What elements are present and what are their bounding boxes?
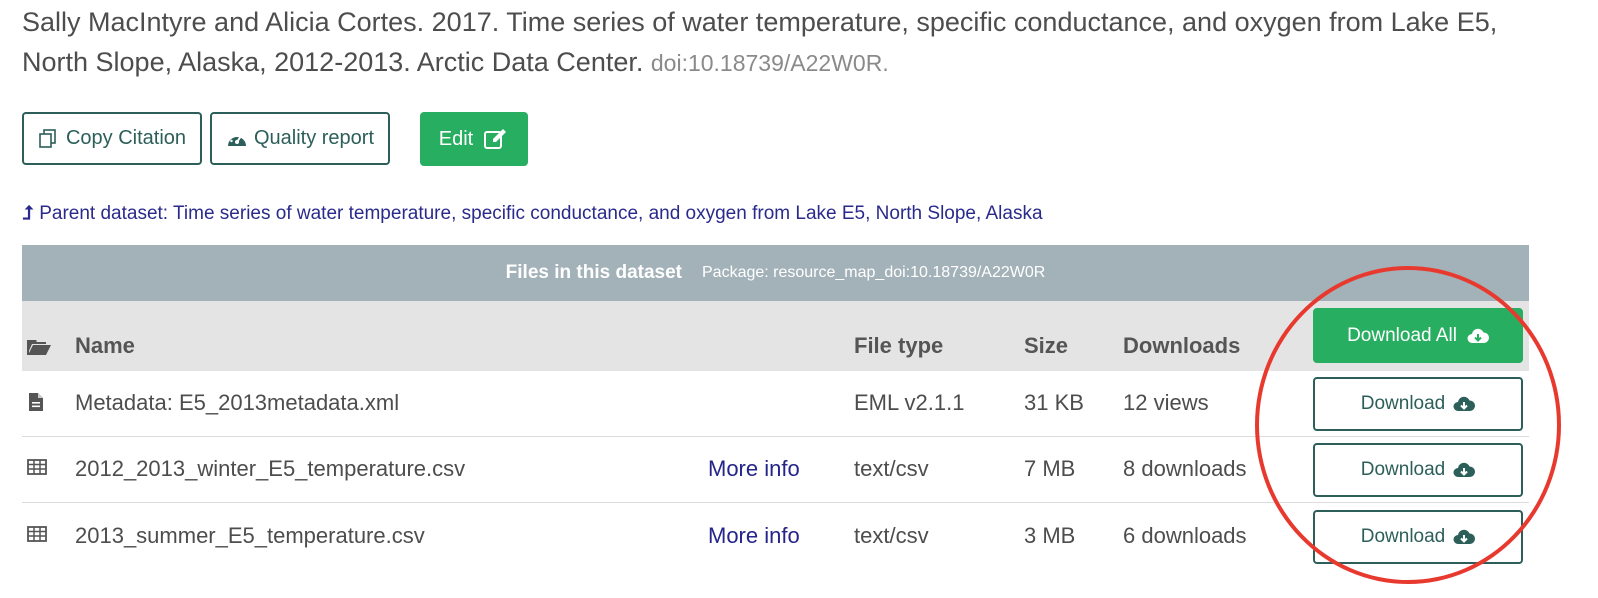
cloud-download-icon [1453,529,1476,544]
file-downloads: 6 downloads [1123,523,1247,548]
file-size: 7 MB [1024,456,1076,481]
download-label: Download [1360,459,1446,480]
citation-doi[interactable]: doi:10.18739/A22W0R. [650,50,889,76]
column-header-file-type: File type [854,333,944,358]
files-panel-header: Files in this dataset Package: resource_… [22,245,1529,301]
file-name[interactable]: 2012_2013_winter_E5_temperature.csv [75,456,466,481]
file-name[interactable]: Metadata: E5_2013metadata.xml [75,390,400,415]
file-downloads: 12 views [1123,390,1209,415]
file-size: 3 MB [1024,523,1076,548]
column-header-downloads: Downloads [1123,333,1241,358]
parent-dataset-label: Parent dataset: Time series of water tem… [39,203,1043,224]
dashboard-gauge-icon [227,132,246,146]
more-info-link[interactable]: More info [708,456,800,481]
download-label: Download [1360,393,1446,414]
copy-citation-label: Copy Citation [65,127,187,149]
more-info-link[interactable]: More info [708,523,800,548]
level-up-arrow-icon: ⮥ [22,203,34,224]
parent-dataset-link[interactable]: ⮥ Parent dataset: Time series of water te… [22,203,1043,225]
table-row [22,503,1529,569]
edit-pencil-icon [484,129,507,149]
files-table-header [22,301,1529,371]
table-icon [27,526,47,542]
quality-report-button[interactable]: Quality report [210,112,390,165]
cloud-download-icon [1453,462,1476,477]
citation-text: Sally MacIntyre and Alicia Cortes. 2017.… [22,7,1498,77]
cloud-download-icon [1453,396,1476,411]
download-button[interactable]: Download [1313,443,1523,497]
folder-open-icon [27,340,51,355]
edit-label: Edit [438,127,474,150]
files-panel-title: Files in this dataset [505,262,682,283]
column-header-name: Name [75,333,135,358]
file-type: text/csv [854,523,929,548]
download-button[interactable]: Download [1313,510,1523,564]
download-all-label: Download All [1347,324,1457,346]
file-downloads: 8 downloads [1123,456,1247,481]
file-type: text/csv [854,456,929,481]
download-all-button[interactable]: Download All [1313,308,1523,363]
download-button[interactable]: Download [1313,377,1523,431]
file-name[interactable]: 2013_summer_E5_temperature.csv [75,523,425,548]
quality-report-label: Quality report [253,127,375,149]
package-id: Package: resource_map_doi:10.18739/A22W0… [702,264,1046,281]
cloud-download-icon [1467,328,1489,343]
table-icon [27,459,47,475]
dataset-citation: Sally MacIntyre and Alicia Cortes. 2017.… [22,2,1562,83]
copy-citation-button[interactable]: Copy Citation [22,112,202,165]
edit-button[interactable]: Edit [420,112,528,166]
file-type: EML v2.1.1 [854,390,965,415]
document-icon [29,393,43,411]
table-row [22,371,1529,437]
file-size: 31 KB [1024,390,1084,415]
copy-icon [39,128,56,148]
download-label: Download [1360,526,1446,547]
table-row [22,437,1529,503]
column-header-size: Size [1024,333,1069,358]
